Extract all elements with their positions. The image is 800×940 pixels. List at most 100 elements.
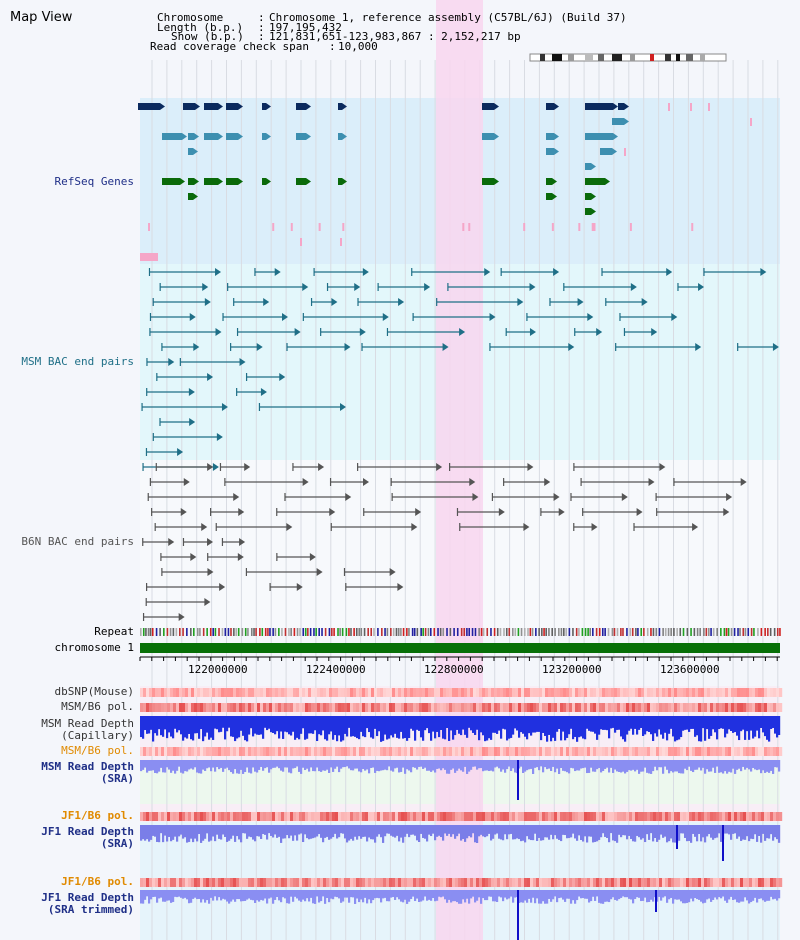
heat-cell	[200, 747, 204, 756]
depth-bar	[496, 890, 499, 903]
depth-bar	[718, 760, 721, 773]
depth-bar	[490, 760, 493, 771]
depth-bar	[326, 825, 329, 837]
depth-bar	[442, 716, 445, 739]
depth-bar	[358, 716, 361, 740]
depth-bar	[664, 716, 667, 733]
heat-cell	[341, 703, 345, 712]
depth-bar	[198, 760, 201, 774]
heat-cell	[467, 812, 471, 821]
depth-bar	[426, 825, 429, 842]
heat-cell	[779, 688, 783, 697]
heat-cell	[611, 703, 615, 712]
depth-bar	[260, 890, 263, 900]
depth-bar	[532, 716, 535, 733]
bac-end-marker	[207, 568, 214, 576]
depth-bar	[602, 825, 605, 834]
heat-cell	[257, 688, 261, 697]
depth-bar	[262, 890, 265, 901]
depth-bar	[370, 716, 373, 738]
heat-cell	[404, 878, 408, 887]
depth-bar	[544, 716, 547, 736]
heat-cell	[443, 812, 447, 821]
heat-cell	[455, 703, 459, 712]
heat-cell	[743, 747, 747, 756]
depth-bar	[626, 760, 629, 772]
heat-cell	[320, 703, 324, 712]
depth-bar	[352, 825, 355, 841]
heat-cell	[605, 812, 609, 821]
depth-bar	[236, 890, 239, 900]
heat-cell	[542, 812, 546, 821]
track-label-refseq[interactable]: RefSeq Genes	[54, 175, 134, 188]
repeat-element	[703, 628, 705, 636]
depth-bar	[308, 760, 311, 772]
heat-cell	[338, 812, 342, 821]
depth-bar	[568, 716, 571, 735]
heat-cell	[500, 747, 504, 756]
track-label-b6n-bac[interactable]: B6N BAC end pairs	[21, 535, 134, 548]
gene-feature-arrow	[605, 178, 610, 185]
bac-end-marker	[354, 283, 361, 291]
depth-bar	[368, 716, 371, 733]
depth-bar	[572, 890, 575, 901]
heat-cell	[473, 878, 477, 887]
depth-bar	[226, 825, 229, 842]
depth-bar	[312, 825, 315, 839]
jf1-depth-trimmed	[140, 890, 781, 940]
heat-cell	[635, 812, 639, 821]
depth-bar	[368, 760, 371, 774]
depth-bar	[270, 825, 273, 836]
depth-bar	[348, 890, 351, 903]
heat-cell	[383, 703, 387, 712]
depth-bar	[442, 890, 445, 897]
depth-bar	[402, 716, 405, 739]
heat-cell	[320, 747, 324, 756]
depth-bar	[330, 760, 333, 768]
heat-cell	[737, 878, 741, 887]
heat-cell	[650, 703, 654, 712]
depth-bar	[744, 890, 747, 898]
repeat-element	[269, 628, 271, 636]
depth-bar	[646, 825, 649, 835]
heat-cell	[419, 878, 423, 887]
depth-bar	[492, 760, 495, 772]
repeat-element	[302, 628, 305, 636]
heat-cell	[731, 878, 735, 887]
heat-cell	[521, 703, 525, 712]
heat-cell	[539, 688, 543, 697]
repeat-element	[466, 628, 468, 636]
depth-bar	[620, 890, 623, 898]
heat-cell	[698, 812, 702, 821]
heat-cell	[473, 703, 477, 712]
bac-end-marker	[411, 523, 418, 531]
depth-bar	[436, 890, 439, 901]
heat-cell	[653, 747, 657, 756]
heat-cell	[326, 747, 330, 756]
track-label-msm-bac[interactable]: MSM BAC end pairs	[21, 355, 134, 368]
depth-bar	[462, 760, 465, 772]
depth-bar	[562, 825, 565, 835]
heat-cell	[227, 747, 231, 756]
heat-cell	[479, 812, 483, 821]
repeat-element	[773, 628, 776, 636]
depth-bar	[668, 760, 671, 774]
depth-bar	[250, 760, 253, 774]
depth-bar	[188, 825, 191, 842]
heat-cell	[515, 878, 519, 887]
heat-cell	[560, 747, 564, 756]
heat-cell	[428, 812, 432, 821]
heat-cell	[161, 747, 165, 756]
bac-end-marker	[168, 358, 175, 366]
heat-cell	[488, 812, 492, 821]
heat-cell	[563, 703, 567, 712]
depth-bar	[506, 825, 509, 840]
depth-bar	[194, 760, 197, 768]
depth-bar	[644, 825, 647, 843]
depth-bar	[680, 716, 683, 738]
depth-bar	[766, 716, 769, 740]
ideogram-band	[552, 54, 562, 61]
depth-bar	[750, 760, 753, 772]
depth-bar	[566, 716, 569, 738]
